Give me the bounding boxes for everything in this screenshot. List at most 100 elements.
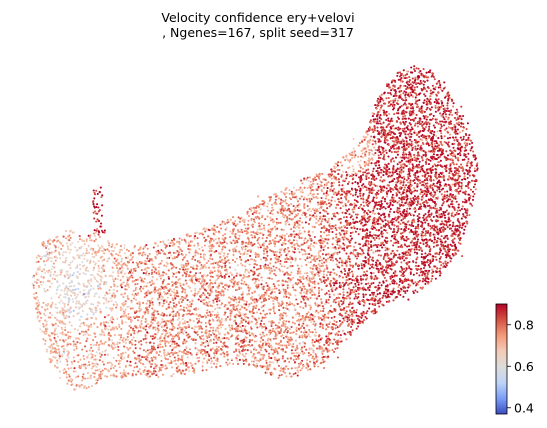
scatter-point	[236, 264, 239, 267]
scatter-point	[148, 260, 151, 263]
scatter-point	[448, 158, 451, 161]
scatter-point	[194, 232, 197, 235]
scatter-point	[268, 363, 271, 366]
scatter-point	[299, 369, 302, 372]
scatter-point	[467, 157, 470, 161]
scatter-point	[177, 295, 180, 298]
scatter-point	[116, 327, 119, 330]
scatter-point	[307, 311, 310, 314]
scatter-point	[163, 337, 166, 340]
scatter-point	[305, 290, 308, 293]
scatter-point	[178, 237, 181, 240]
scatter-point	[243, 223, 246, 226]
scatter-point	[216, 226, 219, 229]
scatter-point	[361, 173, 365, 176]
scatter-point	[457, 187, 460, 190]
scatter-point	[142, 363, 145, 366]
scatter-point	[156, 253, 159, 256]
scatter-point	[75, 347, 78, 350]
scatter-point	[353, 297, 356, 300]
scatter-point	[385, 300, 388, 303]
scatter-point	[182, 306, 185, 309]
scatter-point	[261, 344, 264, 347]
scatter-point	[45, 348, 48, 351]
scatter-point	[399, 287, 402, 290]
scatter-point	[173, 342, 176, 345]
scatter-point	[234, 242, 237, 245]
scatter-point	[64, 229, 68, 233]
scatter-point	[237, 237, 240, 240]
scatter-point	[342, 294, 345, 297]
scatter-point	[276, 325, 279, 328]
scatter-point	[400, 159, 404, 162]
scatter-point	[124, 351, 127, 354]
scatter-point	[127, 354, 130, 357]
scatter-point	[424, 182, 427, 185]
scatter-point	[440, 137, 443, 140]
scatter-point	[87, 270, 90, 273]
scatter-point	[96, 192, 99, 195]
scatter-point	[220, 265, 224, 268]
scatter-point	[39, 257, 42, 260]
scatter-point	[429, 159, 432, 162]
scatter-point	[302, 365, 305, 368]
scatter-point	[280, 373, 283, 376]
scatter-point	[83, 357, 86, 361]
scatter-point	[410, 213, 414, 216]
scatter-point	[436, 228, 439, 231]
scatter-point	[71, 298, 74, 301]
scatter-point	[186, 268, 189, 271]
scatter-point	[392, 99, 395, 102]
scatter-point	[446, 178, 450, 181]
scatter-point	[449, 188, 452, 192]
scatter-point	[351, 288, 354, 291]
scatter-point	[291, 321, 294, 324]
scatter-point	[238, 230, 242, 233]
scatter-point	[112, 280, 115, 283]
scatter-point	[379, 100, 382, 103]
scatter-point	[223, 241, 226, 244]
scatter-point	[404, 114, 407, 117]
scatter-point	[235, 257, 238, 260]
scatter-point	[250, 234, 253, 237]
scatter-point	[354, 181, 357, 184]
scatter-point	[91, 349, 94, 352]
scatter-point	[182, 313, 185, 316]
scatter-point	[402, 255, 405, 258]
scatter-point	[308, 335, 311, 338]
scatter-point	[207, 259, 210, 263]
scatter-point	[182, 342, 185, 345]
scatter-point	[406, 124, 409, 128]
scatter-point	[201, 334, 204, 337]
scatter-point	[365, 189, 368, 192]
scatter-point	[180, 250, 184, 253]
scatter-point	[319, 211, 322, 214]
scatter-point	[203, 293, 206, 296]
scatter-point	[396, 128, 399, 131]
scatter-point	[241, 339, 244, 342]
scatter-point	[405, 239, 408, 242]
scatter-point	[224, 328, 227, 331]
scatter-point	[60, 289, 63, 292]
scatter-point	[392, 165, 395, 168]
scatter-point	[404, 96, 407, 99]
scatter-point	[474, 188, 477, 191]
scatter-point	[428, 215, 431, 218]
scatter-point	[234, 224, 237, 227]
scatter-point	[219, 307, 222, 310]
scatter-point	[362, 304, 365, 307]
scatter-point	[106, 375, 109, 378]
scatter-point	[212, 301, 215, 304]
scatter-point	[89, 374, 92, 377]
scatter-point	[438, 183, 442, 186]
scatter-point	[465, 185, 468, 188]
scatter-point	[182, 340, 185, 343]
scatter-point	[418, 122, 421, 126]
scatter-point	[273, 225, 277, 228]
scatter-point	[212, 326, 215, 329]
scatter-point	[299, 280, 303, 283]
scatter-point	[356, 227, 359, 230]
scatter-point	[105, 321, 108, 324]
scatter-point	[294, 281, 297, 285]
scatter-point	[161, 282, 164, 285]
